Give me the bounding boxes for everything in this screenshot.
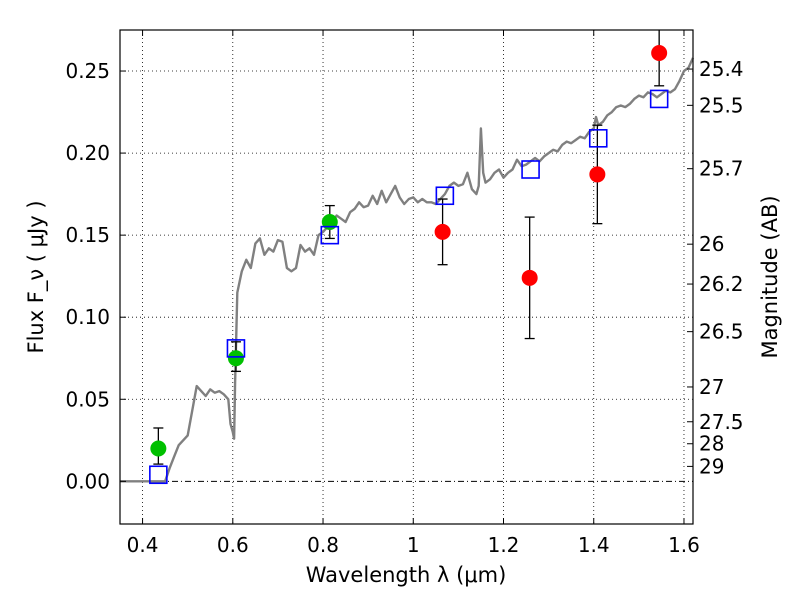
x-tick-label: 1.6 [668, 533, 700, 557]
magnitude-tick-label: 26.2 [699, 272, 744, 296]
model-spectrum [120, 57, 695, 483]
y-tick-label: 0.15 [65, 223, 110, 247]
data-markers [149, 44, 669, 485]
model-spectrum-line [120, 57, 695, 483]
data-point-square [320, 225, 340, 245]
magnitude-axis-label: Magnitude (AB) [758, 195, 782, 358]
magnitude-tick-label: 29 [699, 454, 724, 478]
y-axis-label: Flux F_ν ( μJy ) [24, 200, 49, 353]
magnitude-tick-label: 28 [699, 432, 724, 456]
data-point-square [588, 129, 608, 148]
y-tick-label: 0.20 [65, 141, 110, 165]
data-point-square [435, 186, 455, 206]
y-tick-label: 0.25 [65, 59, 110, 83]
y-tick-label: 0.00 [65, 469, 110, 493]
data-point [150, 440, 167, 457]
x-tick-label: 1 [407, 533, 420, 557]
x-tick-label: 0.4 [127, 533, 159, 557]
data-point [321, 214, 338, 231]
data-point-square [649, 89, 669, 109]
magnitude-tick-label: 27.5 [699, 410, 744, 434]
magnitude-tick-label: 25.7 [699, 157, 744, 181]
magnitude-tick-label: 25.4 [699, 57, 744, 81]
x-axis-label: Wavelength λ (μm) [306, 563, 507, 587]
magnitude-tick-label: 26.5 [699, 320, 744, 344]
x-tick-label: 0.8 [307, 533, 339, 557]
x-tick-label: 0.6 [217, 533, 249, 557]
x-tick-label: 1.4 [578, 533, 610, 557]
magnitude-tick-label: 25.5 [699, 93, 744, 117]
data-point [227, 350, 244, 367]
y-tick-label: 0.05 [65, 387, 110, 411]
y-tick-label: 0.10 [65, 305, 110, 329]
data-point [434, 223, 451, 240]
data-point-square [226, 339, 246, 358]
data-point [651, 44, 668, 61]
data-point-square [149, 465, 168, 485]
data-point [589, 166, 606, 183]
plot-area [120, 30, 693, 524]
plot-frame [119, 29, 694, 525]
magnitude-tick-label: 27 [699, 375, 724, 399]
x-tick-label: 1.2 [488, 533, 520, 557]
x-axis: 0.4 0.6 0.8 1 1.2 1.4 1.6 [127, 30, 700, 557]
data-point [521, 269, 538, 286]
magnitude-tick-label: 26 [699, 232, 724, 256]
data-point-square [521, 160, 540, 179]
y-axis: 0.00 0.05 0.10 0.15 0.20 0.25 [65, 59, 126, 493]
